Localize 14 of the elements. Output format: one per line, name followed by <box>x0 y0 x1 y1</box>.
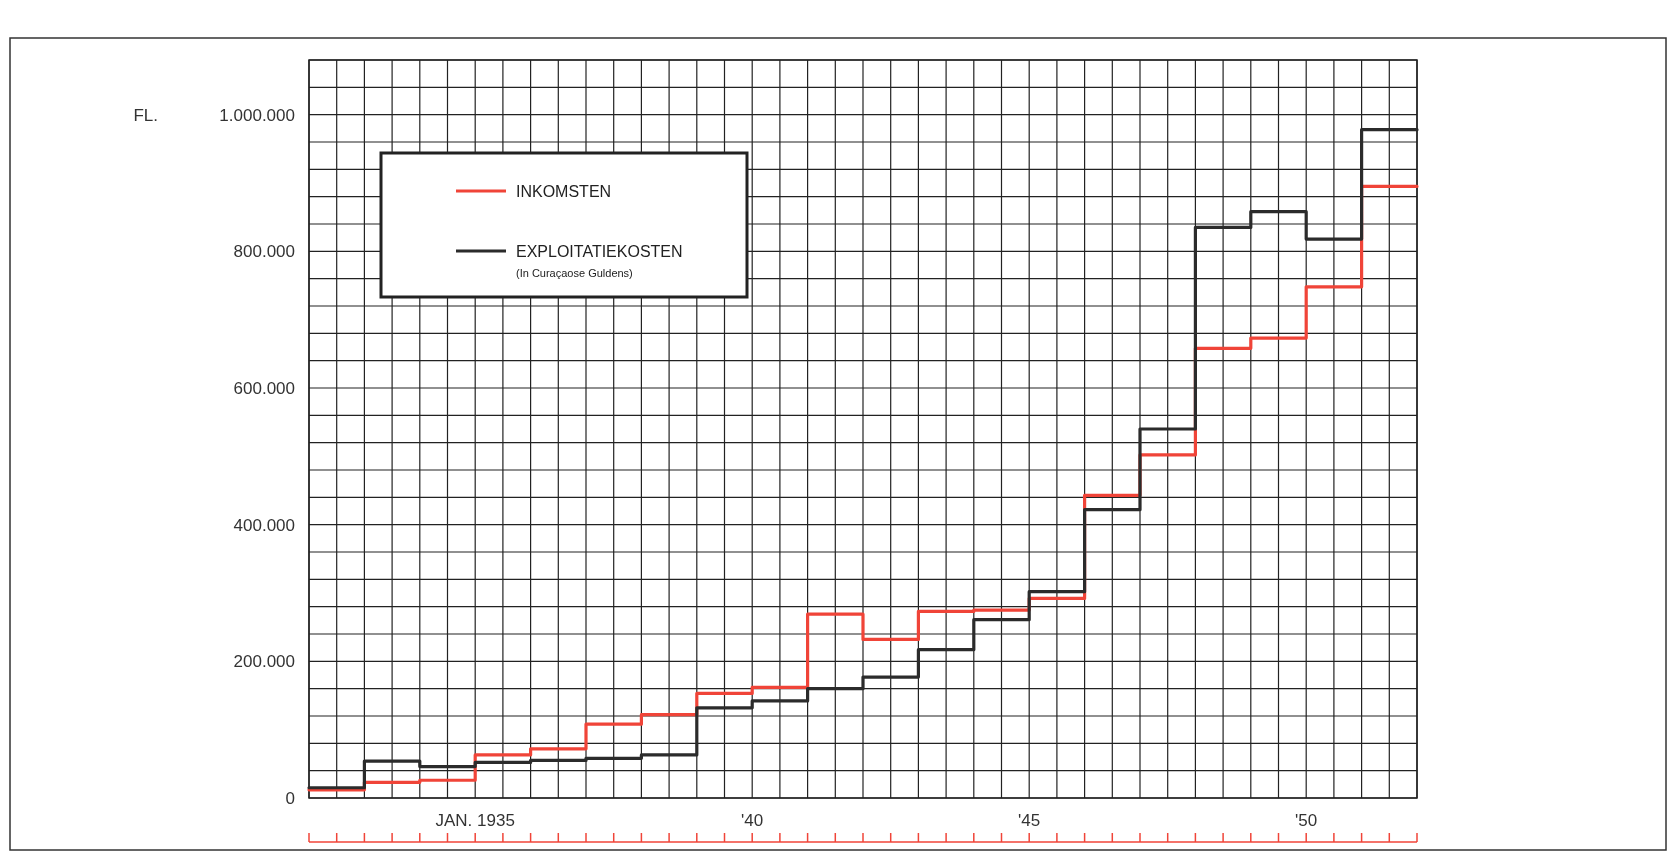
y-tick-label: 800.000 <box>233 242 295 262</box>
legend-label: INKOMSTEN <box>516 183 612 200</box>
x-tick-label: '50 <box>1295 811 1318 830</box>
x-tick-label: '45 <box>1018 811 1041 830</box>
x-tick-label: JAN. 1935 <box>435 811 515 830</box>
y-tick-label: 0 <box>285 788 295 808</box>
annotation: (In Curaçaose Guldens) <box>516 267 633 279</box>
y-tick-label: 400.000 <box>233 515 295 535</box>
y-axis-title: FL. <box>133 105 158 125</box>
legend-label: EXPLOITATIEKOSTEN <box>516 243 683 260</box>
x-tick-label: '40 <box>741 811 764 830</box>
y-tick-label: 200.000 <box>233 652 295 672</box>
y-tick-label: 600.000 <box>233 378 295 398</box>
y-tick-label: 1.000.000 <box>219 105 295 125</box>
